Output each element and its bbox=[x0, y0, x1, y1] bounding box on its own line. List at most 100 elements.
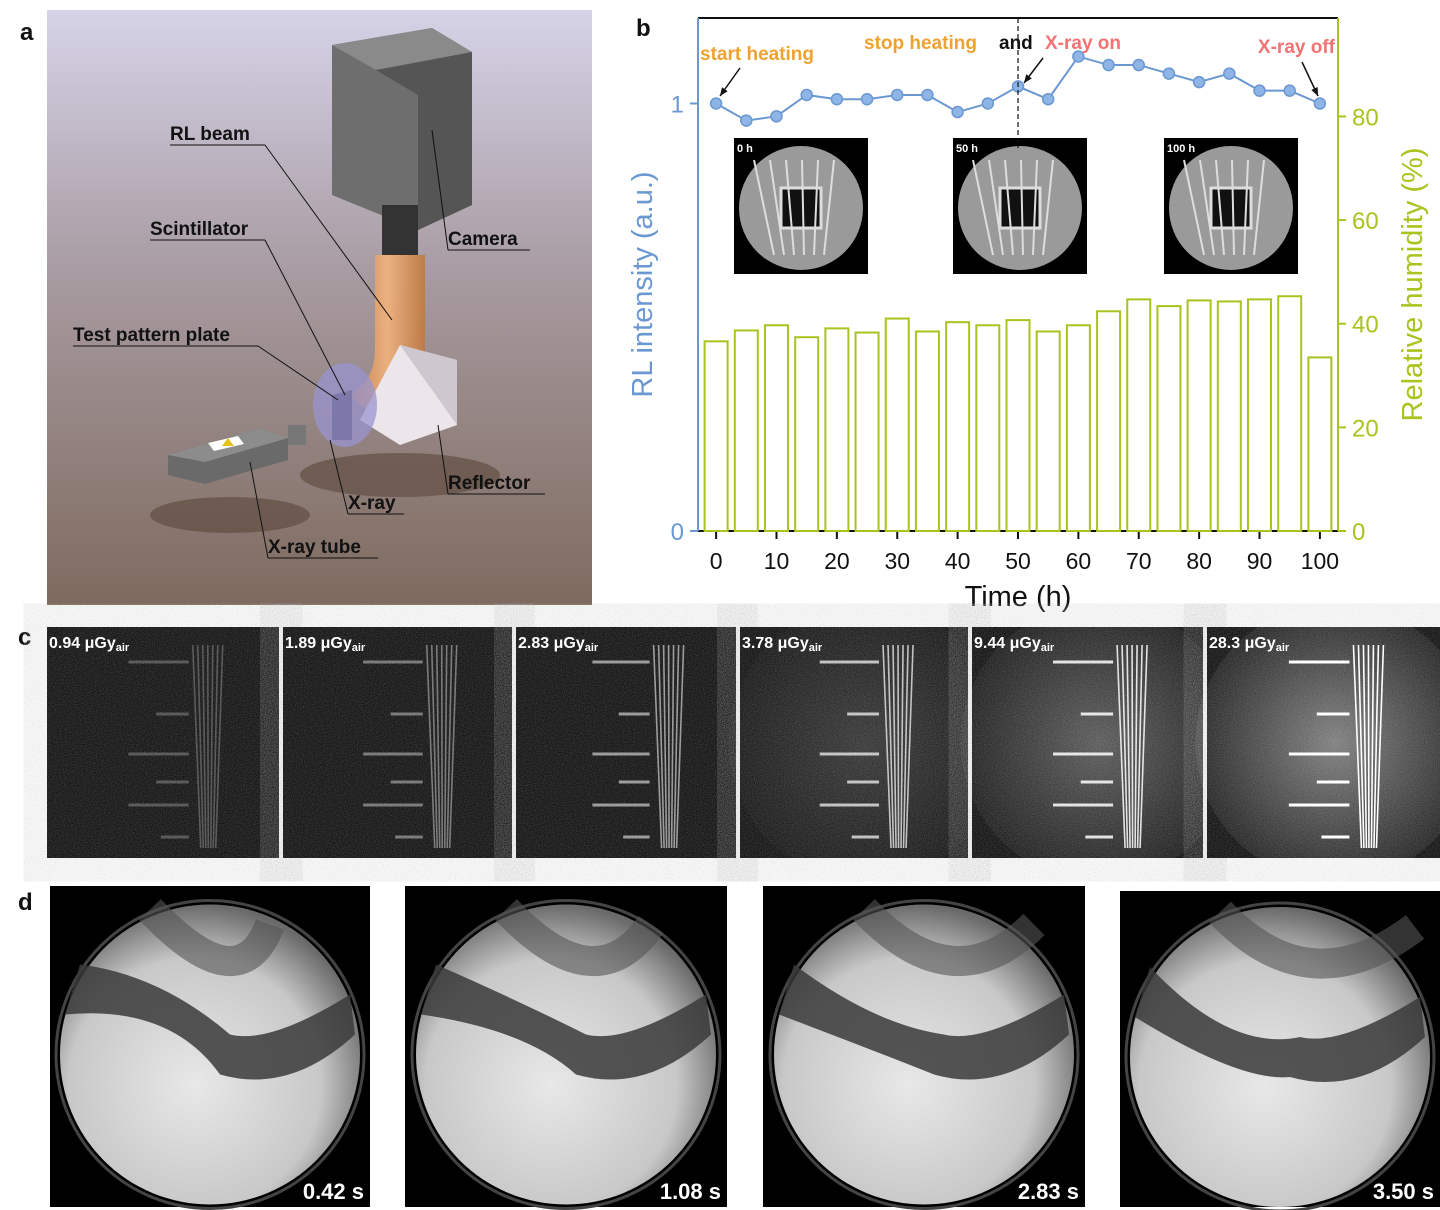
marker bbox=[770, 110, 783, 123]
marker bbox=[709, 97, 723, 110]
resolution-line bbox=[1136, 644, 1143, 849]
y2-tick-label: 40 bbox=[1352, 312, 1379, 339]
arrow-head bbox=[1024, 74, 1032, 83]
bar bbox=[914, 330, 940, 532]
inset-chip bbox=[1209, 186, 1253, 230]
image-glow bbox=[1195, 603, 1440, 882]
inset-trace bbox=[1183, 159, 1205, 256]
panel-letter: c bbox=[18, 624, 31, 651]
upper-shade bbox=[1209, 901, 1425, 979]
resolution-line bbox=[1131, 644, 1134, 849]
image-glow bbox=[728, 603, 1003, 882]
leader-lines bbox=[73, 129, 545, 559]
annotation: start heating bbox=[700, 44, 814, 65]
resolution-line bbox=[446, 644, 453, 849]
y2-axis-title: Relative humidity (%) bbox=[1397, 148, 1429, 422]
marker bbox=[1223, 67, 1236, 80]
resolution-line bbox=[675, 644, 685, 849]
resolution-line bbox=[1352, 644, 1363, 849]
dose-label: 9.44 μGyair bbox=[974, 635, 1055, 654]
resolution-line bbox=[1370, 644, 1375, 849]
dose-subscript: air bbox=[352, 642, 366, 654]
dose-value: 0.94 μGy bbox=[49, 635, 116, 652]
time-label: 2.83 s bbox=[1018, 1179, 1079, 1204]
x-tick-label: 60 bbox=[1066, 548, 1092, 574]
bar bbox=[975, 324, 1001, 533]
bar bbox=[1186, 299, 1212, 532]
resolution-line bbox=[443, 644, 448, 849]
resolution-line bbox=[430, 644, 439, 849]
schematic-label: RL beam bbox=[170, 124, 250, 145]
camera-lens bbox=[382, 205, 418, 255]
time-label: 0.42 s bbox=[303, 1179, 364, 1204]
x-tick-label: 90 bbox=[1247, 548, 1273, 574]
schematic-label: Test pattern plate bbox=[73, 325, 230, 346]
marker bbox=[1192, 75, 1206, 89]
resolution-line bbox=[1375, 644, 1385, 849]
dark-band bbox=[1135, 967, 1425, 1082]
upper-shade bbox=[139, 899, 285, 976]
dose-label: 28.3 μGyair bbox=[1209, 635, 1290, 654]
resolution-line bbox=[435, 644, 441, 849]
resolution-line bbox=[1367, 644, 1370, 849]
inset-trace bbox=[1042, 159, 1054, 256]
shadow bbox=[150, 497, 310, 533]
schematic-background bbox=[47, 10, 592, 605]
inset-trace bbox=[1032, 159, 1038, 256]
inset-label: 100 h bbox=[1167, 143, 1195, 155]
inset-chip bbox=[779, 186, 823, 230]
warning-icon bbox=[222, 438, 234, 446]
dose-value: 2.83 μGy bbox=[518, 635, 585, 652]
inset-label: 50 h bbox=[956, 143, 978, 155]
schematic-label: Reflector bbox=[448, 473, 531, 494]
inset-trace bbox=[785, 159, 795, 256]
x-tick-label: 20 bbox=[824, 548, 850, 574]
shadow bbox=[300, 453, 500, 497]
arrow-head bbox=[1311, 87, 1318, 96]
resolution-line bbox=[1362, 644, 1368, 849]
inset-trace bbox=[1231, 159, 1235, 256]
resolution-line bbox=[206, 644, 210, 849]
bar bbox=[763, 324, 789, 533]
resolution-line bbox=[667, 644, 670, 849]
bar bbox=[1065, 324, 1091, 533]
y2-tick-label: 0 bbox=[1352, 519, 1365, 546]
dose-subscript: air bbox=[1276, 642, 1290, 654]
y2-tick-label: 80 bbox=[1352, 104, 1379, 131]
dark-band bbox=[421, 964, 711, 1080]
resolution-line bbox=[657, 644, 665, 849]
inset-trace bbox=[1215, 159, 1225, 256]
x-tick-label: 40 bbox=[945, 548, 971, 574]
resolution-line bbox=[214, 644, 224, 849]
annotation: stop heating bbox=[864, 33, 977, 54]
y2-tick-label: 20 bbox=[1352, 415, 1379, 442]
marker bbox=[1283, 84, 1296, 97]
field-rim bbox=[410, 899, 722, 1210]
dose-value: 28.3 μGy bbox=[1209, 635, 1276, 652]
y2-tick-label: 60 bbox=[1352, 208, 1379, 235]
panel-letter: a bbox=[20, 19, 34, 46]
annotation: and bbox=[999, 33, 1033, 54]
bar bbox=[1216, 300, 1242, 533]
panel-letter: b bbox=[636, 15, 651, 42]
schematic-label: X-ray bbox=[348, 493, 396, 514]
annotation: X-ray on bbox=[1045, 33, 1121, 54]
field-rim bbox=[54, 899, 366, 1210]
resolution-line bbox=[440, 644, 444, 849]
image-noise bbox=[47, 627, 279, 858]
reflector-side bbox=[400, 345, 457, 425]
camera-side bbox=[376, 52, 472, 230]
panel-letter: d bbox=[18, 889, 33, 916]
bar bbox=[1277, 295, 1303, 532]
annotation: X-ray off bbox=[1258, 37, 1336, 58]
resolution-line bbox=[1373, 644, 1380, 849]
marker bbox=[1313, 97, 1327, 110]
field-rim bbox=[1124, 901, 1436, 1210]
marker bbox=[800, 88, 813, 102]
marker bbox=[860, 92, 874, 106]
x-tick-label: 10 bbox=[764, 548, 790, 574]
x-tick-label: 30 bbox=[884, 548, 910, 574]
resolution-line bbox=[1357, 644, 1365, 849]
x-axis-title: Time (h) bbox=[965, 581, 1072, 613]
